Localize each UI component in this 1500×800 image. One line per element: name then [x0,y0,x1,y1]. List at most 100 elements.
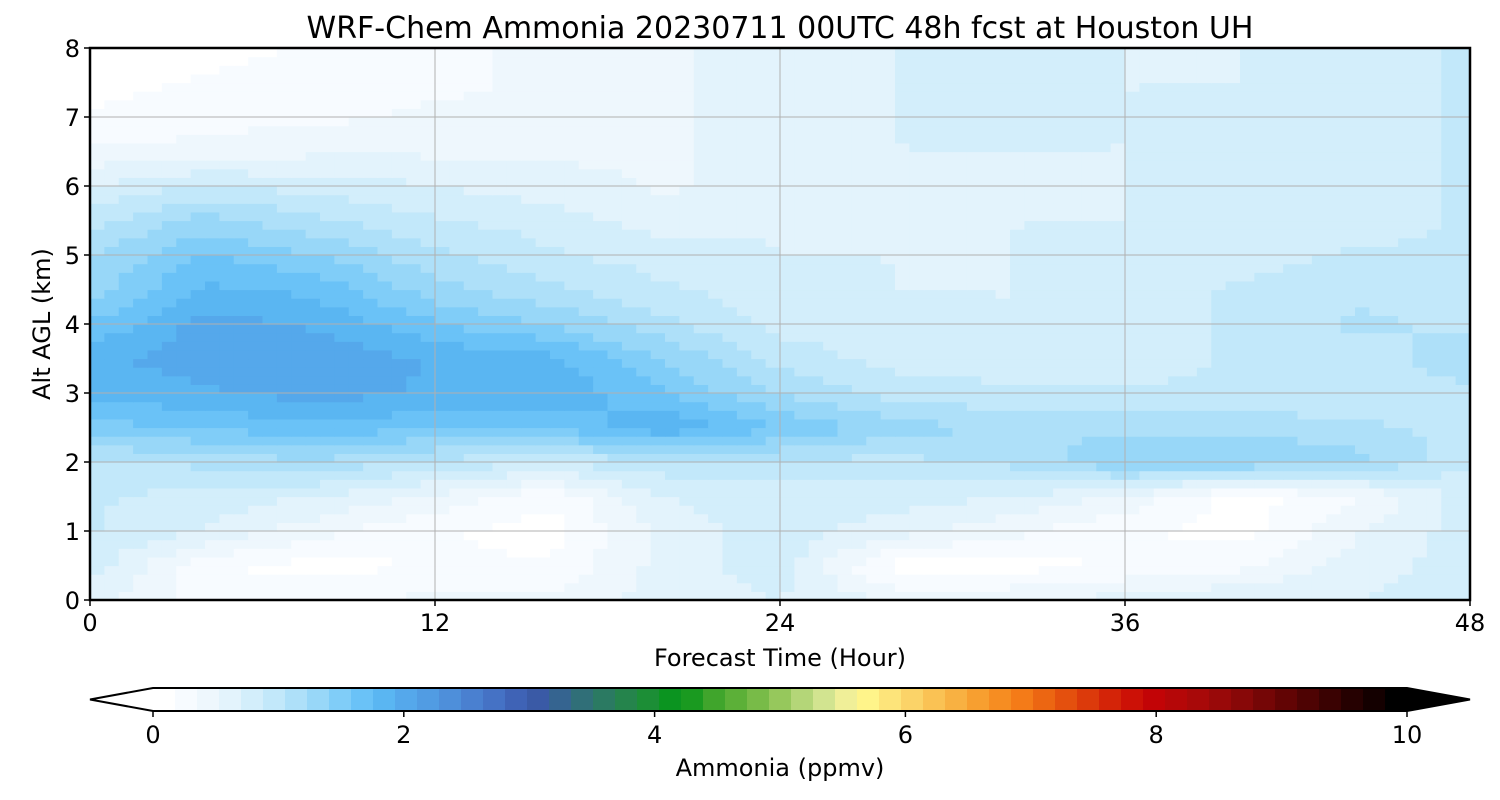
heatmap-cell [564,582,580,592]
heatmap-cell [909,194,925,204]
heatmap-cell [1441,556,1457,567]
heatmap-cell [895,211,910,222]
heatmap-cell [521,556,537,567]
heatmap-cell [1182,453,1198,463]
heatmap-cell [1240,306,1255,316]
heatmap-cell [1426,539,1442,549]
heatmap-cell [90,255,105,265]
heatmap-cell [593,168,609,178]
heatmap-cell [650,479,666,489]
heatmap-cell [736,168,752,178]
heatmap-cell [262,367,278,377]
heatmap-cell [1455,384,1470,394]
heatmap-cell [420,410,436,420]
heatmap-cell [90,401,105,411]
heatmap-cell [966,565,982,575]
heatmap-cell [794,513,810,523]
heatmap-cell [377,522,393,532]
heatmap-cell [765,203,781,213]
heatmap-cell [1081,444,1097,454]
heatmap-cell [966,496,982,506]
heatmap-cell [478,306,494,316]
heatmap-cell [1211,513,1227,523]
heatmap-cell [866,298,882,308]
heatmap-cell [377,151,393,161]
heatmap-cell [463,531,479,541]
heatmap-cell [1340,229,1356,239]
heatmap-cell [1455,151,1470,161]
heatmap-cell [435,298,450,308]
heatmap-cell [895,220,910,230]
heatmap-cell [1340,367,1356,377]
heatmap-cell [665,444,680,454]
heatmap-cell [205,306,220,316]
heatmap-cell [1053,237,1069,247]
heatmap-cell [823,582,839,592]
heatmap-cell [981,186,997,196]
heatmap-cell [895,255,910,265]
heatmap-cell [1067,531,1083,541]
heatmap-cell [693,393,709,403]
heatmap-cell [535,229,551,239]
heatmap-cell [205,263,220,273]
heatmap-cell [995,453,1011,463]
heatmap-cell [90,332,105,342]
heatmap-cell [621,341,637,351]
heatmap-cell [636,367,652,377]
heatmap-cell [161,168,177,178]
heatmap-cell [1067,462,1083,472]
heatmap-cell [406,220,422,230]
heatmap-cell [808,427,824,437]
heatmap-cell [1153,211,1169,222]
heatmap-cell [406,151,422,161]
heatmap-cell [851,211,867,222]
heatmap-cell [1168,384,1184,394]
heatmap-cell [794,496,810,506]
heatmap-cell [1326,539,1342,549]
heatmap-cell [176,556,192,567]
heatmap-cell [320,539,335,549]
heatmap-cell [1024,505,1040,515]
heatmap-cell [305,384,321,394]
heatmap-cell [1010,384,1025,394]
heatmap-cell [823,470,839,480]
heatmap-cell [1067,453,1083,463]
heatmap-cell [995,177,1011,187]
heatmap-cell [492,444,508,454]
heatmap-cell [938,358,954,368]
heatmap-cell [1153,479,1169,489]
heatmap-cell [262,418,278,429]
heatmap-cell [593,496,609,506]
heatmap-cell [1412,229,1428,239]
heatmap-cell [104,168,120,178]
heatmap-cell [722,367,738,377]
heatmap-cell [104,280,120,291]
heatmap-cell [205,324,220,334]
heatmap-cell [363,427,379,437]
heatmap-cell [794,186,810,196]
heatmap-cell [391,522,407,532]
heatmap-cell [262,203,278,213]
heatmap-cell [665,272,680,282]
heatmap-cell [506,453,522,463]
heatmap-cell [320,255,335,265]
heatmap-cell [1283,427,1299,437]
heatmap-cell [90,358,105,368]
heatmap-cell [90,479,105,489]
heatmap-cell [363,255,379,265]
heatmap-cell [118,177,134,187]
heatmap-cell [1426,505,1442,515]
heatmap-cell [895,315,910,325]
heatmap-cell [1254,487,1270,498]
heatmap-cell [679,315,695,325]
heatmap-cell [1211,255,1227,265]
heatmap-cell [291,160,307,170]
heatmap-cell [1355,186,1370,196]
heatmap-cell [1441,418,1457,429]
heatmap-cell [219,556,235,567]
heatmap-cell [521,289,537,299]
heatmap-cell [866,324,882,334]
heatmap-cell [923,168,939,178]
heatmap-cell [1024,565,1040,575]
heatmap-cell [693,367,709,377]
